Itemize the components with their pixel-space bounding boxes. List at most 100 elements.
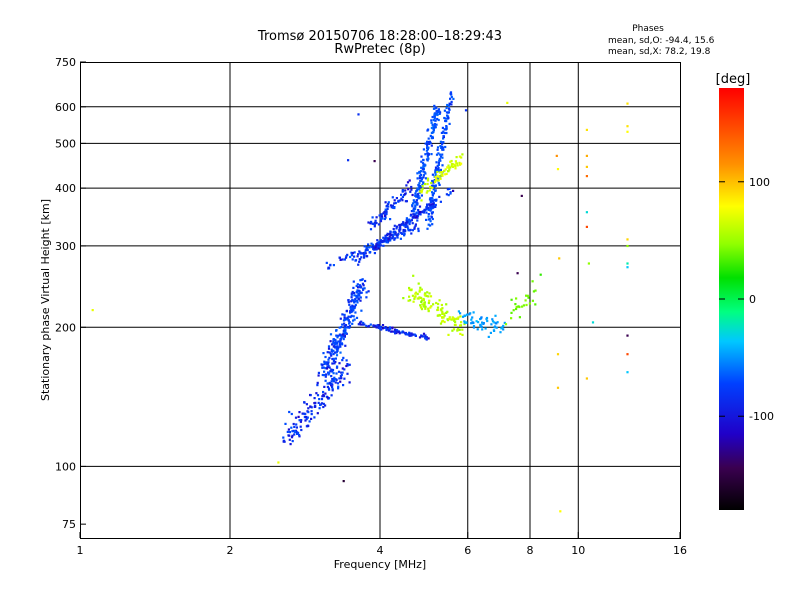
data-point xyxy=(431,206,434,210)
data-point xyxy=(333,378,336,381)
data-point xyxy=(365,247,368,250)
data-point xyxy=(353,318,356,321)
data-point xyxy=(339,338,342,341)
data-point xyxy=(526,294,529,297)
data-point xyxy=(448,316,451,319)
data-point xyxy=(337,387,340,390)
data-point xyxy=(423,164,426,168)
data-point xyxy=(437,163,440,166)
data-point xyxy=(427,146,430,149)
data-point xyxy=(369,323,372,326)
data-point xyxy=(439,111,442,114)
data-point xyxy=(425,149,428,152)
data-point xyxy=(446,310,449,313)
data-point xyxy=(425,218,428,221)
data-point xyxy=(375,324,378,327)
data-point xyxy=(409,219,412,222)
data-point xyxy=(447,107,451,110)
data-point xyxy=(340,326,343,329)
data-point xyxy=(434,119,437,122)
data-point xyxy=(510,317,513,320)
data-point xyxy=(585,175,588,178)
data-point xyxy=(357,298,360,301)
data-point xyxy=(343,316,346,319)
data-point xyxy=(452,97,455,100)
data-point xyxy=(322,395,326,398)
data-point xyxy=(425,206,428,209)
data-point xyxy=(437,152,440,155)
data-point xyxy=(375,222,378,225)
phase-stats-heading: Phases xyxy=(632,24,664,34)
data-point xyxy=(447,111,450,114)
data-point xyxy=(459,324,462,327)
data-point xyxy=(344,329,347,332)
data-point xyxy=(416,187,420,190)
data-point xyxy=(381,327,384,330)
data-point xyxy=(331,370,334,373)
data-point xyxy=(330,380,333,383)
data-point xyxy=(343,325,347,328)
data-point xyxy=(403,232,406,235)
data-point xyxy=(626,102,629,105)
data-point xyxy=(441,164,444,167)
data-point xyxy=(444,117,447,120)
data-point xyxy=(341,313,344,316)
data-point xyxy=(363,253,366,256)
data-point xyxy=(326,382,329,385)
data-point xyxy=(352,315,355,318)
data-point xyxy=(451,317,454,320)
data-point xyxy=(355,284,358,288)
data-point xyxy=(441,148,444,151)
data-point xyxy=(400,197,403,200)
data-point xyxy=(310,413,313,416)
data-point xyxy=(343,335,346,338)
data-point xyxy=(403,229,407,232)
data-point xyxy=(354,259,357,262)
data-point xyxy=(389,239,392,242)
data-point xyxy=(305,415,308,419)
data-point xyxy=(461,328,464,331)
data-point xyxy=(405,217,408,220)
data-point xyxy=(493,326,496,329)
data-point xyxy=(487,335,490,338)
data-point xyxy=(361,287,365,290)
data-point xyxy=(422,305,425,308)
data-point xyxy=(426,143,429,146)
data-point xyxy=(368,246,371,249)
data-point xyxy=(347,319,350,322)
data-point xyxy=(394,237,397,240)
data-point xyxy=(434,189,437,193)
data-point xyxy=(324,375,327,378)
data-point xyxy=(362,321,365,325)
data-point xyxy=(339,258,342,261)
data-point xyxy=(417,227,420,230)
data-point xyxy=(345,310,348,313)
data-point xyxy=(429,224,432,227)
data-point xyxy=(427,218,430,221)
data-point xyxy=(329,263,332,266)
data-point xyxy=(354,303,357,307)
data-point xyxy=(626,125,629,128)
data-point xyxy=(397,330,400,333)
data-point xyxy=(395,197,398,200)
data-point xyxy=(422,148,425,151)
data-point xyxy=(389,233,392,236)
x-axis-label: Frequency [MHz] xyxy=(334,558,426,571)
data-point xyxy=(379,218,382,221)
data-point xyxy=(426,182,429,186)
data-point xyxy=(391,204,394,207)
data-point xyxy=(388,235,391,239)
data-point xyxy=(346,318,349,321)
data-point xyxy=(398,332,401,335)
data-point xyxy=(438,170,441,173)
data-point xyxy=(482,322,485,325)
data-point xyxy=(313,405,316,408)
data-point xyxy=(317,401,320,404)
data-point xyxy=(410,232,413,235)
data-point xyxy=(341,258,344,261)
data-point xyxy=(375,216,378,219)
data-point xyxy=(282,436,285,439)
axis-ticks: 1 2 4 6 8 10 16 75 100 200 300 400 500 600 750 xyxy=(55,56,687,557)
data-point xyxy=(323,362,326,365)
data-point xyxy=(343,313,346,316)
